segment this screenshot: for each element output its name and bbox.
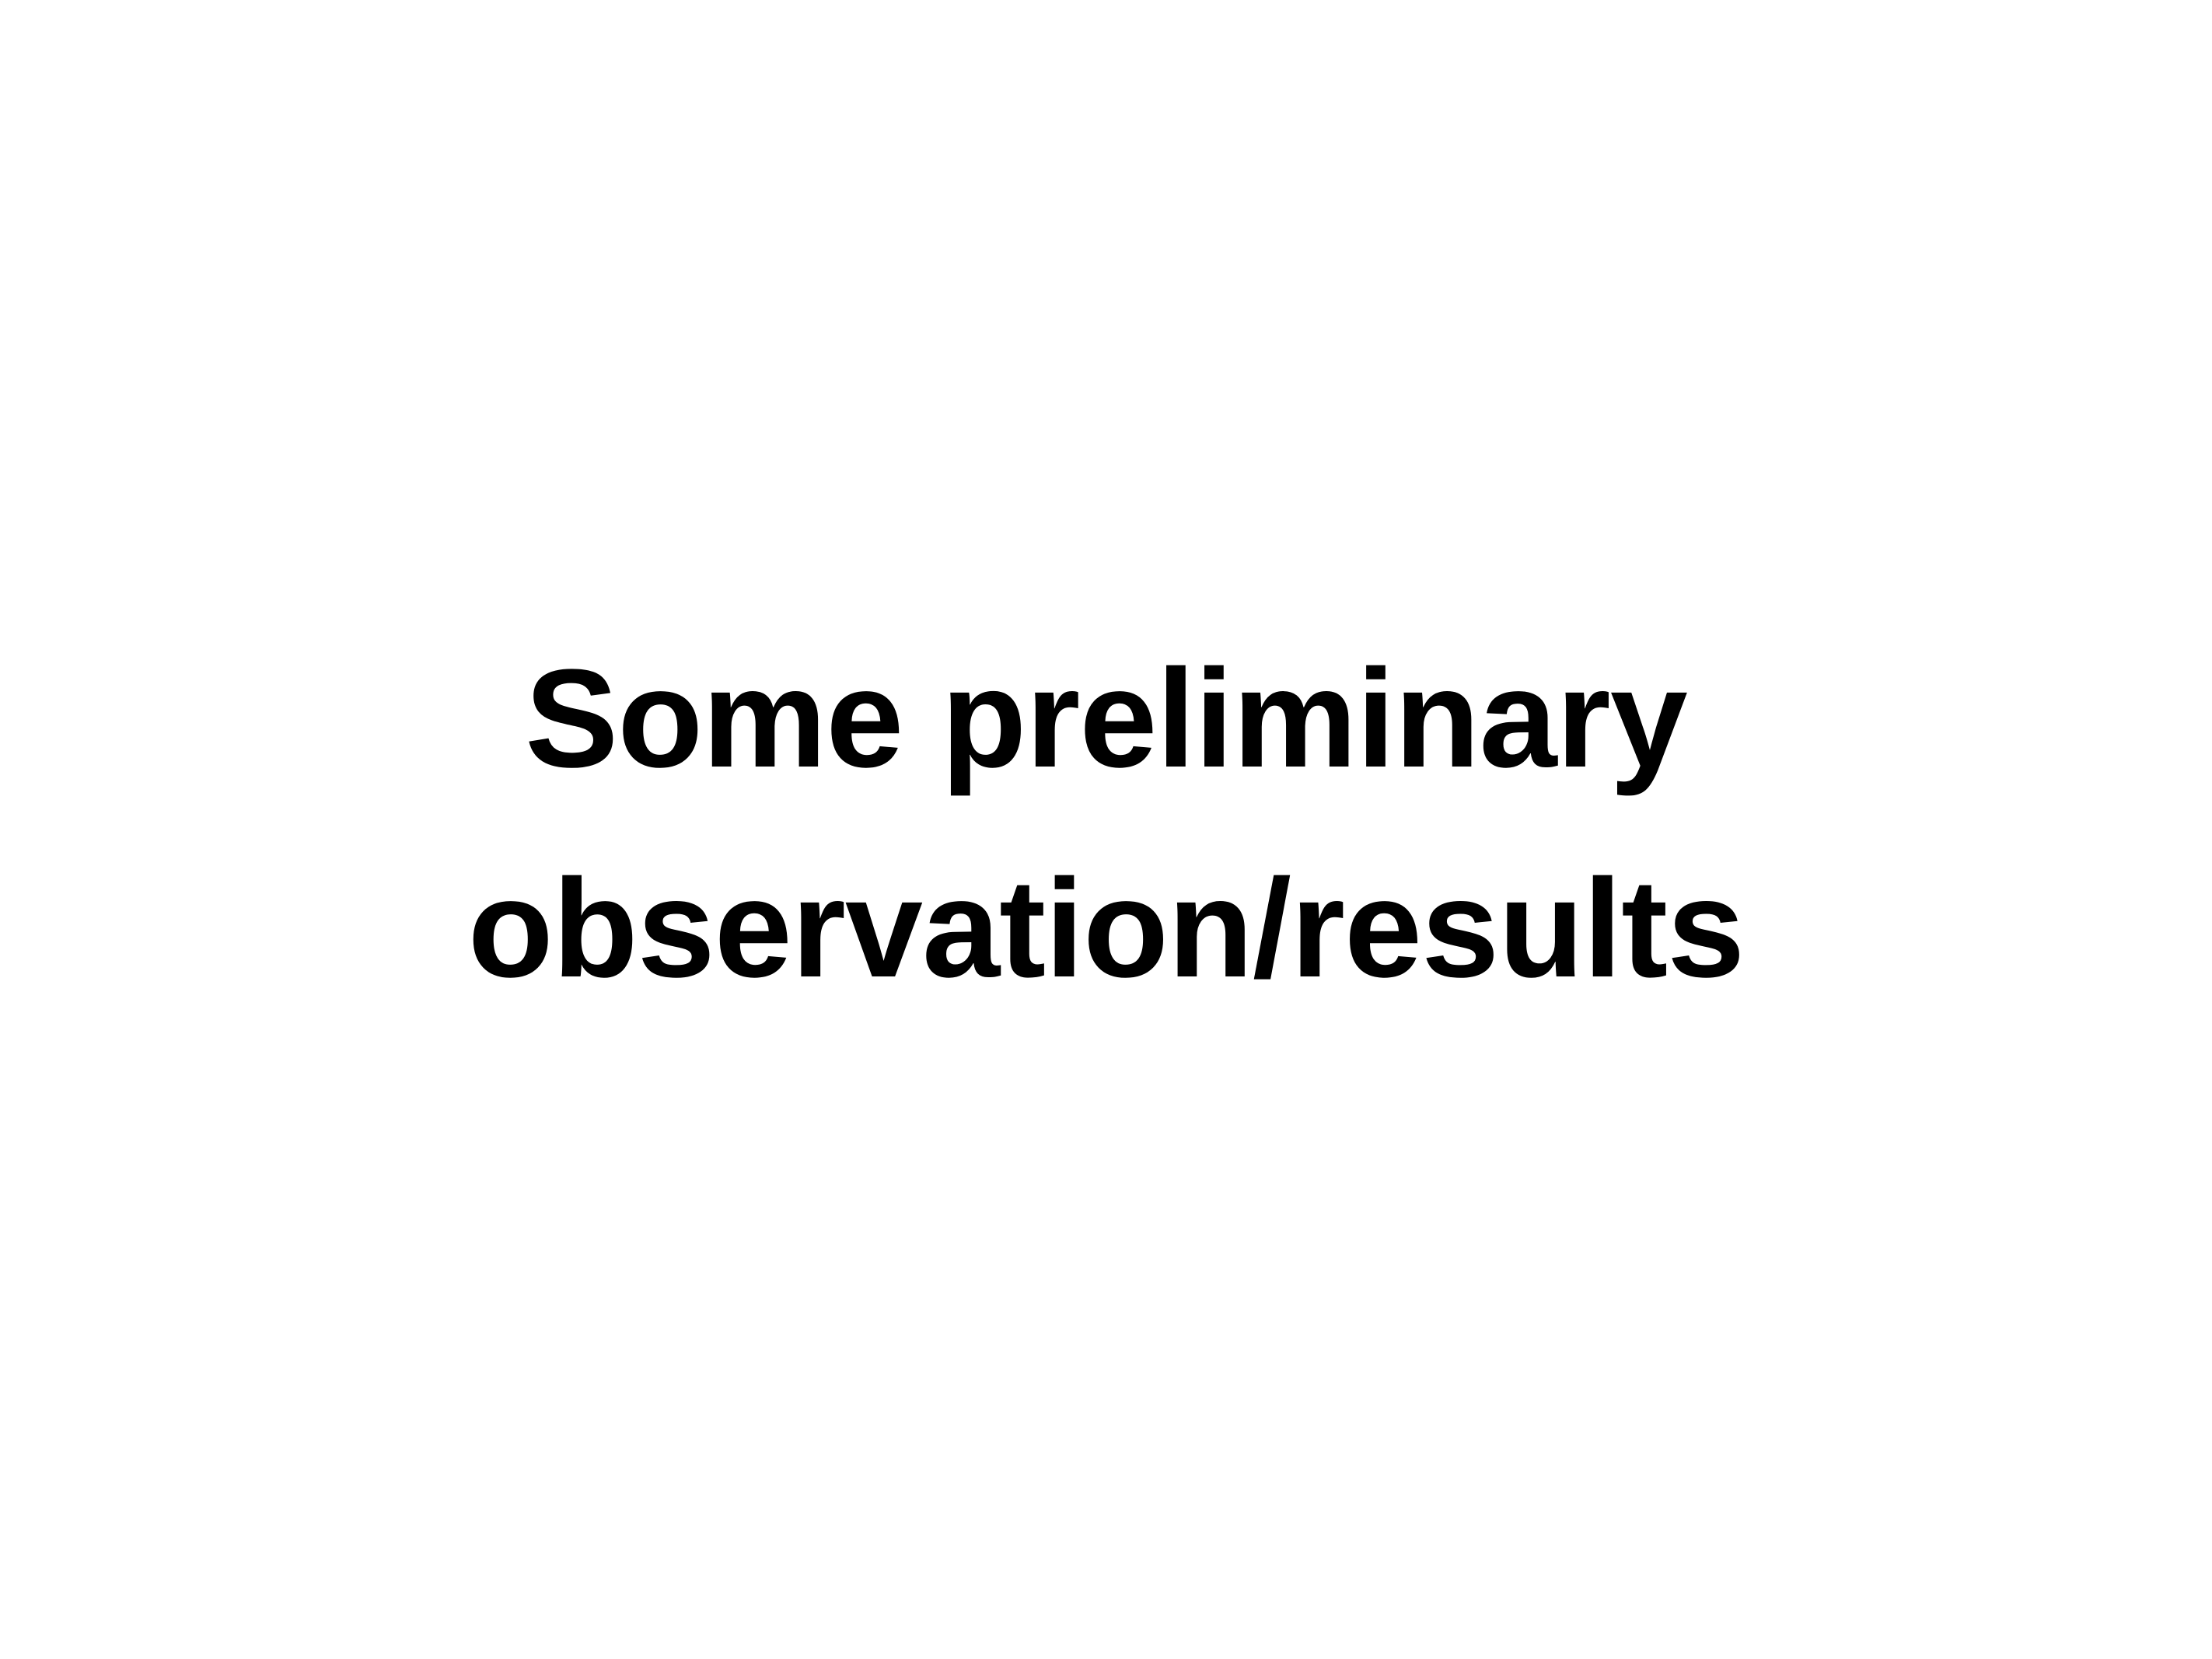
slide-title-line-1: Some preliminary <box>525 641 1688 797</box>
slide-title-line-2: observation/results <box>467 850 1745 1007</box>
slide-title: Some preliminary observation/results <box>0 614 2212 1034</box>
